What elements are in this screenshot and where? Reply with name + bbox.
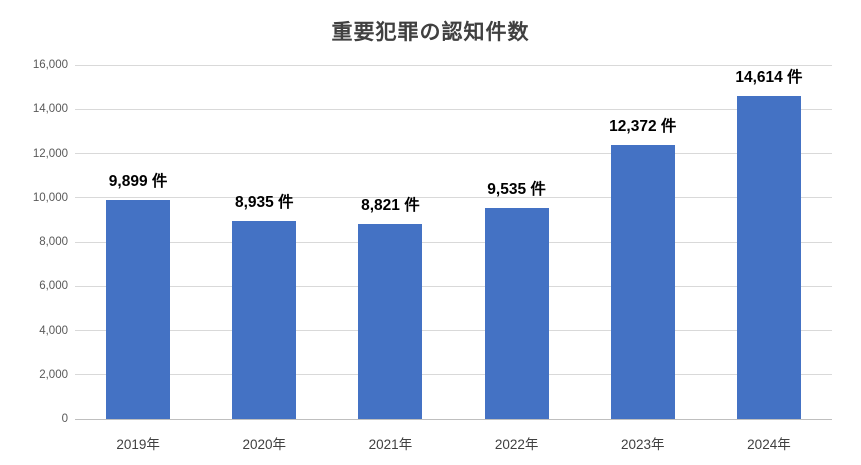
bar-slot: 9,899 件 (75, 65, 201, 419)
data-label-2024年: 14,614 件 (735, 68, 803, 86)
bars-container: 9,899 件 8,935 件 8,821 件 9,535 件 12,372 件 14,6… (75, 65, 832, 419)
y-tick-label: 12,000 (32, 147, 68, 160)
bar-slot: 12,372 件 (580, 65, 706, 419)
bar-2024年 (736, 95, 801, 419)
bar-2022年 (484, 208, 549, 419)
y-tick-label: 2,000 (39, 368, 68, 381)
bar-slot: 8,935 件 (201, 65, 327, 419)
bar-slot: 9,535 件 (454, 65, 580, 419)
x-tick-label-2021年: 2021年 (368, 437, 413, 452)
data-label-2020年: 8,935 件 (234, 194, 294, 212)
gridline (75, 241, 832, 243)
x-tick-label-2022年: 2022年 (494, 437, 539, 452)
y-axis-labels: 0 2,000 4,000 6,000 8,000 10,000 12,000 14,000 1… (0, 59, 68, 425)
x-axis-line (75, 418, 832, 420)
bar-2023年 (610, 145, 675, 419)
gridline (75, 153, 832, 154)
gridline (75, 108, 832, 110)
y-tick-label: 8,000 (39, 236, 68, 248)
chart-title: 重要犯罪の認知件数 (331, 21, 530, 44)
y-tick-label: 0 (61, 413, 68, 425)
gridline (75, 330, 832, 331)
gridline (75, 285, 832, 287)
data-label-2022年: 9,535 件 (487, 181, 546, 199)
data-label-2023年: 12,372 件 (609, 118, 677, 136)
bar-slot: 8,821 件 (327, 65, 453, 419)
y-tick-label: 16,000 (32, 59, 68, 71)
x-tick-label-2019年: 2019年 (116, 437, 160, 452)
data-label-2021年: 8,821 件 (361, 196, 420, 214)
y-tick-label: 4,000 (39, 324, 68, 337)
y-tick-label: 10,000 (32, 191, 68, 204)
plot-area: 0 2,000 4,000 6,000 8,000 10,000 12,000 14,000 1… (33, 59, 832, 452)
gridline (75, 64, 832, 66)
bar-slot: 14,614 件 (706, 65, 832, 419)
x-axis-labels: 2019年 2020年 2021年 2022年 2023年 2024年 (75, 419, 832, 453)
bar-2019年 (106, 200, 171, 419)
gridline (75, 197, 832, 199)
data-label-2019年: 9,899 件 (108, 173, 168, 190)
gridline (75, 374, 832, 376)
y-tick-label: 14,000 (32, 103, 68, 116)
y-tick-label: 6,000 (39, 280, 68, 293)
x-tick-label-2020年: 2020年 (242, 437, 287, 452)
x-tick-label-2024年: 2024年 (747, 437, 791, 452)
bar-2020年 (232, 221, 297, 419)
bar-2021年 (358, 223, 423, 419)
x-tick-label-2023年: 2023年 (621, 437, 665, 452)
